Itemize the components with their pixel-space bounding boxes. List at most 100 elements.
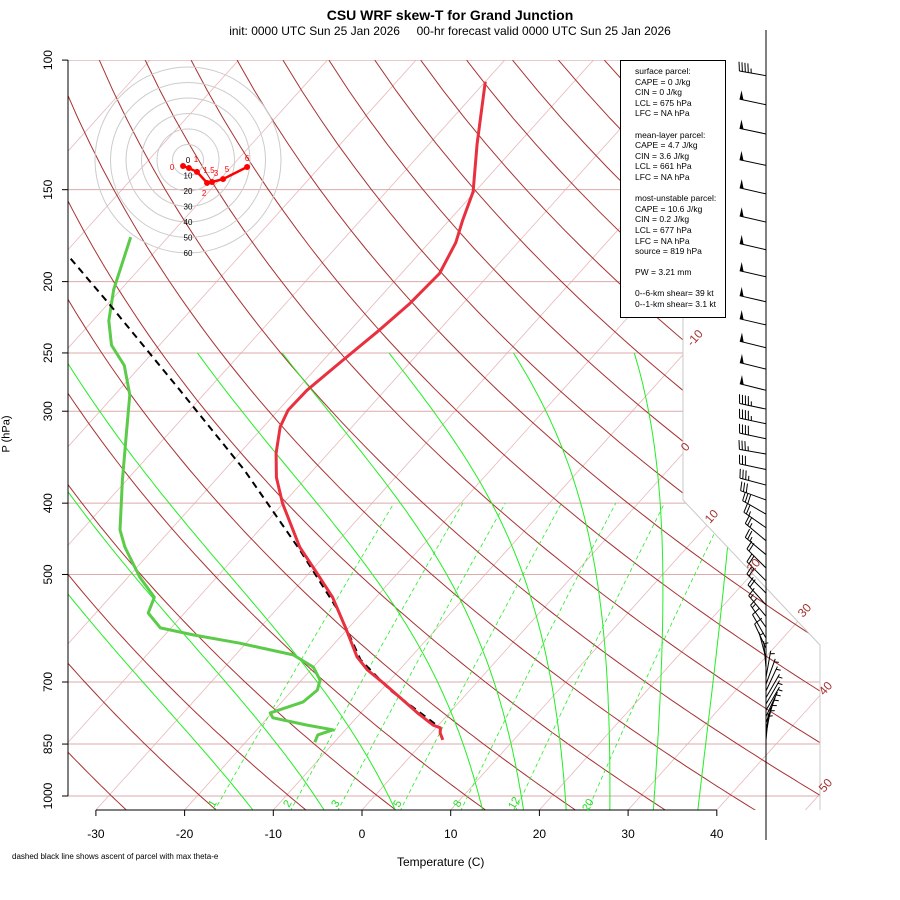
wind-barb-staff (739, 340, 767, 349)
wind-barb-staff (739, 98, 767, 106)
x-tick-label: 30 (621, 827, 635, 841)
wind-barb-pennant (739, 207, 744, 217)
mixing-ratio-label: 8 (451, 798, 464, 809)
surface-parcel-title: surface parcel: (635, 66, 691, 76)
x-tick-label: -20 (176, 827, 194, 841)
grid-lines (68, 60, 900, 812)
wind-barb-half-feather (750, 593, 754, 599)
isotherm-line (68, 60, 520, 810)
wind-barb-pennant (739, 353, 744, 364)
parcel-info-box: surface parcel: CAPE = 0 J/kg CIN = 0 J/… (620, 60, 726, 318)
hodograph-point (193, 168, 200, 175)
hodograph-point (185, 165, 192, 172)
dry-adiabat-line (787, 60, 820, 810)
wind-barb-feather (742, 482, 746, 492)
hodograph-point (209, 179, 216, 186)
x-tick-label: -30 (87, 827, 105, 841)
wind-barb-staff (747, 584, 767, 606)
wind-barb-feather (744, 493, 749, 503)
hodograph-point-label: 6 (245, 154, 250, 163)
wind-barb-half-feather (776, 694, 781, 697)
wind-barb-pennant (739, 119, 744, 130)
hodograph-ring (156, 128, 220, 192)
isotherm-line (537, 60, 820, 810)
dry-adiabat-line (68, 60, 219, 810)
isotherm-labels: -10 0 10 20 30 40 50 1 2 3 5 8 12 20 (206, 327, 835, 814)
moist-adiabat-line (281, 352, 525, 810)
moist-adiabat-line (196, 352, 484, 810)
wind-barb-feather (747, 494, 752, 504)
dry-adiabat-line (328, 60, 820, 810)
wind-barb-feather (745, 483, 748, 493)
mixing-ratio-line (586, 503, 730, 810)
wind-barb-staff (746, 573, 767, 594)
wind-barb-half-feather (748, 511, 752, 516)
surface-lfc: LFC = NA hPa (635, 108, 690, 119)
isotherm-line (68, 60, 165, 810)
dry-adiabat-line (68, 60, 129, 810)
hodograph-point-label: 0 (170, 163, 175, 172)
hodograph-point (244, 163, 251, 170)
hodograph-point-label: 2 (202, 189, 207, 198)
wind-barb-staff (765, 673, 780, 698)
y-tick-label: 150 (41, 179, 55, 199)
wind-barb-feather (747, 516, 753, 526)
hodograph-ring-label: 10 (184, 172, 193, 181)
mixing-ratio-line (213, 502, 395, 810)
wind-barb-half-feather (774, 699, 779, 702)
chart-subtitle: init: 0000 UTC Sun 25 Jan 2026 00-hr for… (229, 24, 671, 38)
dry-adiabat-line (68, 60, 668, 810)
wind-barb-feather (754, 617, 763, 625)
wind-barb-feather (747, 577, 754, 586)
wind-barbs (738, 61, 783, 741)
wind-barb-pennant (739, 261, 744, 272)
mean-layer-parcel-title: mean-layer parcel: (635, 129, 706, 140)
y-tick-label: 700 (41, 672, 55, 692)
temperature-profile (274, 81, 487, 741)
wind-barb-feather (745, 505, 751, 515)
wind-barb-staff (765, 666, 778, 692)
dry-adiabat-line (190, 60, 820, 810)
wind-barb-staff (739, 187, 767, 195)
wind-barb-half-feather (759, 632, 765, 636)
shear-0-6km: 0--6-km shear= 39 kt (635, 288, 714, 299)
wind-barb-feather (744, 528, 751, 538)
wind-barb-feather (750, 598, 758, 606)
wind-barb-pennant (739, 375, 744, 385)
dewpoint-profile (107, 236, 335, 743)
isotherm-line (68, 60, 343, 810)
wind-barb-staff (739, 417, 767, 425)
most-unstable-lfc: LFC = NA hPa (635, 235, 690, 246)
wind-barb-staff (739, 477, 767, 486)
wind-barb-pennant (739, 179, 744, 189)
wind-barb-half-feather (763, 642, 769, 645)
isotherm-line (68, 60, 254, 810)
most-unstable-cin: CIN = 0.2 J/kg (635, 214, 690, 225)
dry-adiabat-line (374, 60, 820, 810)
dry-adiabat-line (68, 60, 578, 810)
wind-barb-staff (748, 595, 767, 617)
dry-adiabat-line (68, 60, 488, 810)
wind-barb-staff (739, 463, 767, 470)
dry-adiabat-line (834, 60, 900, 812)
dry-adiabat-line (68, 60, 399, 810)
surface-cin: CIN = 0 J/kg (635, 87, 683, 98)
wind-barb-half-feather (749, 536, 753, 542)
hodograph-point-label: 5 (225, 165, 230, 174)
isotherm-label: -10 (684, 327, 706, 349)
wind-barb-feather (748, 588, 755, 596)
hodograph-ring-label: 0 (186, 156, 191, 165)
wind-barb-staff (739, 270, 767, 278)
isotherm-line (271, 60, 820, 810)
moist-adiabat-line (68, 352, 255, 810)
x-tick-label: 0 (359, 827, 366, 841)
wind-barb-staff (739, 243, 767, 251)
y-tick-label: 850 (41, 734, 55, 754)
wind-barb-half-feather (751, 603, 756, 609)
wind-barb-staff (752, 614, 767, 639)
wind-barb-staff (739, 402, 767, 410)
dry-adiabat-line (98, 60, 820, 810)
moist-adiabat-line (697, 352, 738, 810)
